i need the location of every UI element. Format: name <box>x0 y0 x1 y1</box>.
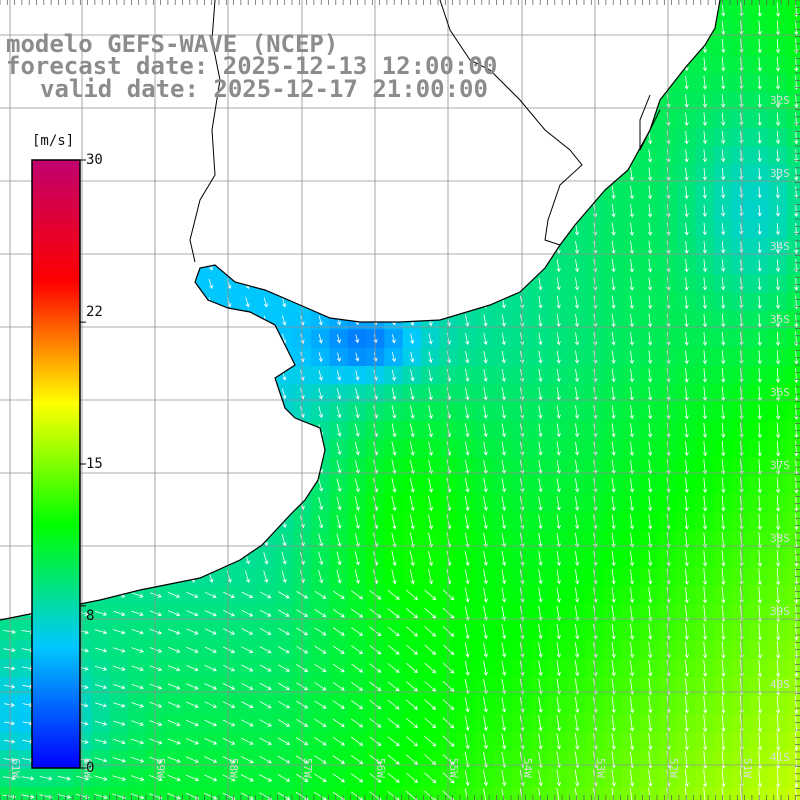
colorbar-tick-marks <box>80 159 86 769</box>
coastline <box>0 0 721 621</box>
lon-label: 54W <box>521 758 534 778</box>
lat-label: 37S <box>770 459 790 472</box>
colorbar <box>31 159 81 769</box>
forecast-date: forecast date: 2025-12-13 12:00:00 <box>6 52 498 80</box>
lon-label: 58W <box>227 758 240 778</box>
lat-label: 34S <box>770 240 790 253</box>
lon-label: 53W <box>594 758 607 778</box>
lat-label: 38S <box>770 532 790 545</box>
colorbar-unit: [m/s] <box>32 133 75 149</box>
lon-label: 61W <box>9 758 22 778</box>
lon-label: 60W <box>81 758 94 778</box>
longitude-labels: 61W 60W 59W 58W 57W 56W 55W 54W 53W 52W 51W <box>9 758 754 778</box>
lat-label: 41S <box>770 751 790 764</box>
lat-label: 32S <box>770 94 790 107</box>
lon-label: 59W <box>154 758 167 778</box>
colorbar-tick-8: 8 <box>86 608 95 624</box>
colorbar-tick-0: 0 <box>86 760 95 776</box>
lon-label: 56W <box>374 758 387 778</box>
lat-label: 35S <box>770 313 790 326</box>
model-title: modelo GEFS-WAVE (NCEP) <box>6 30 339 58</box>
lon-label: 52W <box>667 758 680 778</box>
colorbar-tick-22: 22 <box>86 304 103 320</box>
lon-label: 55W <box>447 758 460 778</box>
latitude-labels: 32S 33S 34S 35S 36S 37S 38S 39S 40S 41S <box>770 94 790 764</box>
border-uruguay-brazil <box>439 0 583 246</box>
colorbar-tick-15: 15 <box>86 456 103 472</box>
lagoon-mirim <box>639 94 661 151</box>
lat-label: 39S <box>770 605 790 618</box>
lat-label: 33S <box>770 167 790 180</box>
lon-label: 57W <box>301 758 314 778</box>
lon-label: 51W <box>741 758 754 778</box>
valid-date: valid date: 2025-12-17 21:00:00 <box>40 75 488 103</box>
colorbar-tick-30: 30 <box>86 152 103 168</box>
lat-label: 36S <box>770 386 790 399</box>
border-uruguay-argentina <box>189 0 221 263</box>
lat-label: 40S <box>770 678 790 691</box>
